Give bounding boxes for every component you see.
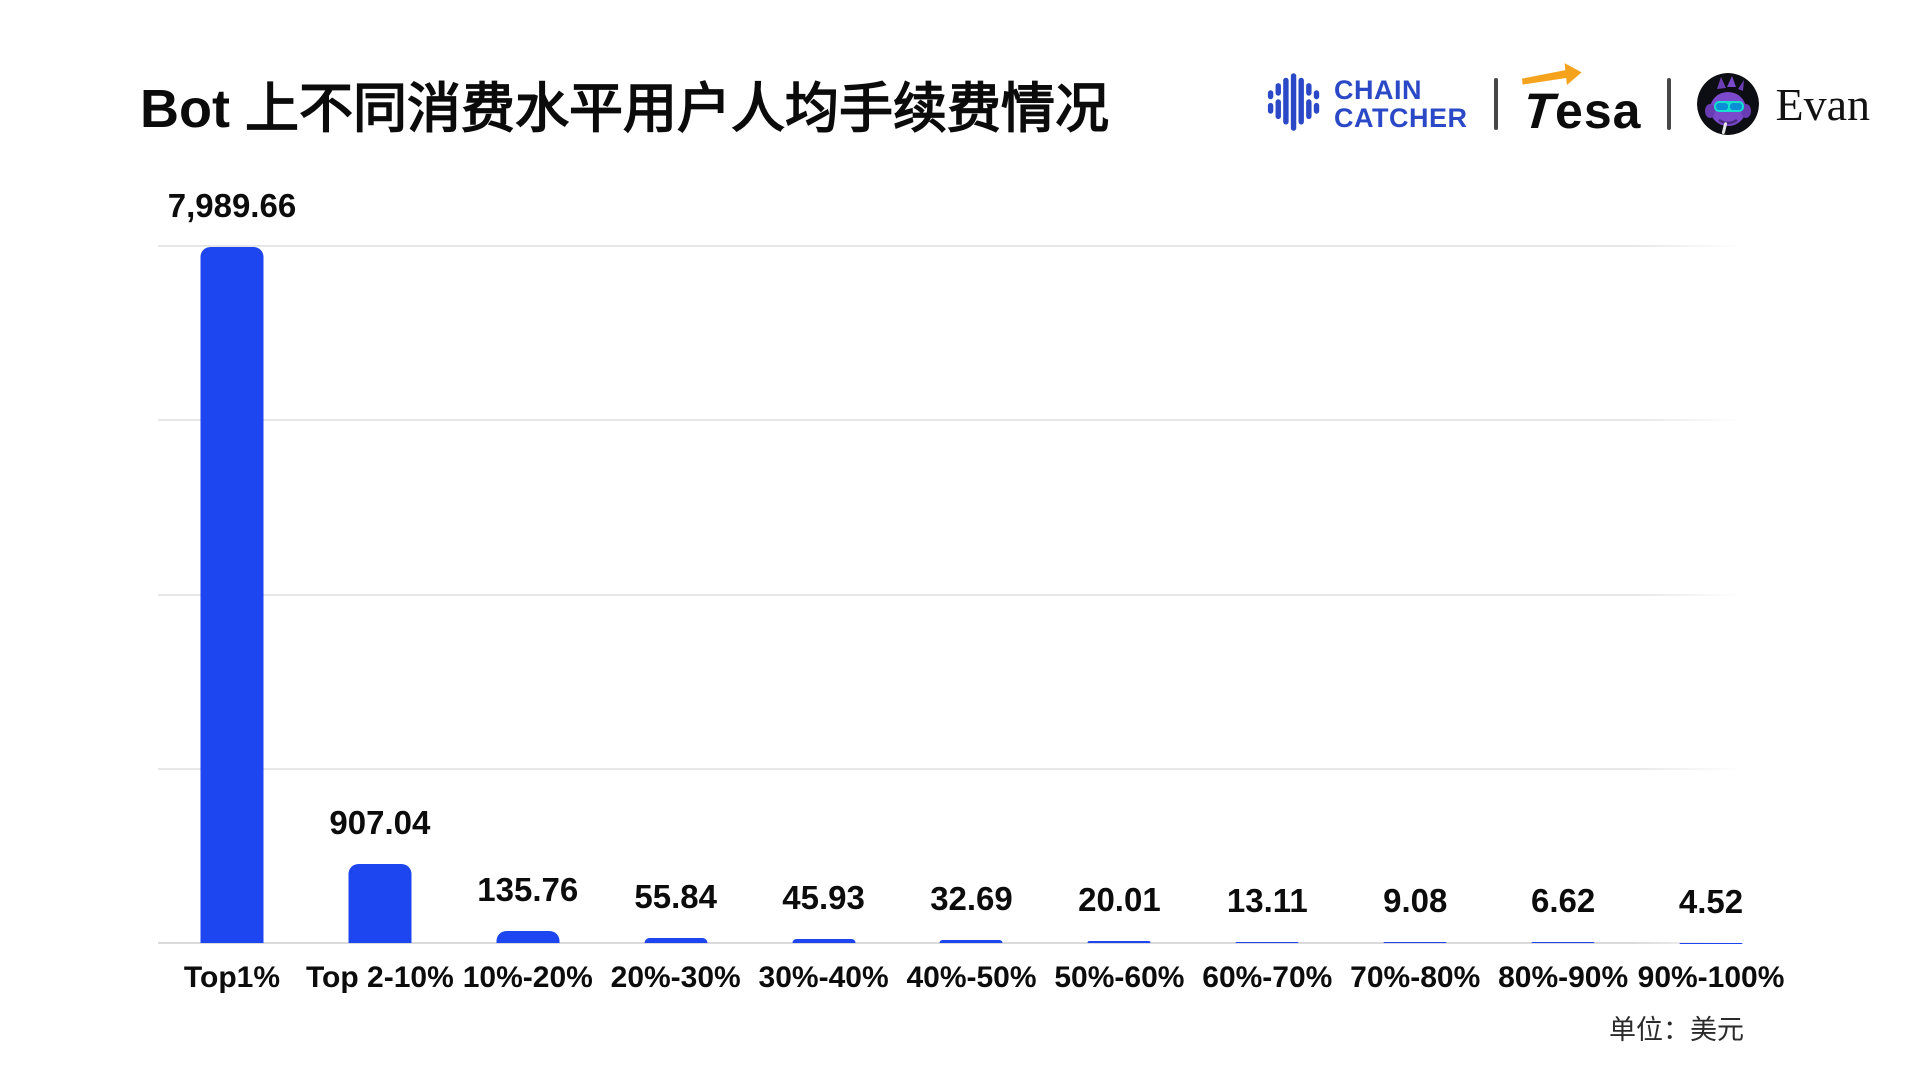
gridline — [158, 767, 1742, 770]
bar — [1531, 942, 1595, 943]
evan-name: Evan — [1775, 78, 1870, 130]
bar-value-label: 45.93 — [782, 879, 865, 916]
bar-value-label: 9.08 — [1383, 882, 1448, 920]
chaincatcher-line2: CATCHER — [1334, 103, 1468, 133]
tesa-letters-rest: esa — [1555, 83, 1642, 139]
bar-value-label: 32.69 — [930, 880, 1013, 918]
bar-value-label: 13.11 — [1226, 881, 1308, 919]
bar-category-label: 30%-40% — [758, 961, 889, 994]
gridline — [158, 593, 1742, 596]
chaincatcher-logo-text: CHAIN CATCHER — [1334, 74, 1468, 133]
bar — [1235, 941, 1299, 943]
bar — [939, 940, 1003, 943]
bar — [348, 863, 412, 943]
bar-category-label: Top1% — [183, 961, 281, 994]
bar-group: 55.84 20%-30% — [602, 246, 750, 994]
bar-category-label: 90%-100% — [1637, 961, 1785, 994]
bar — [644, 938, 708, 943]
bar-group: 907.04 Top 2-10% — [306, 246, 454, 994]
bar-group: 32.69 40%-50% — [898, 246, 1046, 994]
gridline — [158, 419, 1742, 422]
chaincatcher-line1: CHAIN — [1334, 74, 1422, 105]
bar — [496, 931, 560, 943]
bar — [792, 939, 856, 943]
gridline — [158, 245, 1742, 247]
bar-category-label: 10%-20% — [462, 961, 593, 994]
bar-group: 9.08 70%-80% — [1341, 246, 1489, 994]
bar-category-label: 40%-50% — [906, 961, 1037, 994]
tesa-arrow-icon — [1520, 62, 1594, 97]
bar-group: 20.01 50%-60% — [1045, 246, 1193, 994]
bar-group: 4.52 90%-100% — [1637, 246, 1785, 994]
bar-category-label: 80%-90% — [1498, 961, 1629, 994]
header-divider — [1493, 78, 1498, 130]
evan-badge: Evan — [1697, 73, 1870, 135]
header-divider — [1667, 78, 1672, 130]
page-title: Bot 上不同消费水平用户人均手续费情况 — [140, 79, 1109, 139]
chaincatcher-logo-icon — [1267, 71, 1321, 138]
x-axis-baseline — [158, 942, 1742, 944]
tesa-logo: T esa — [1515, 63, 1642, 139]
chart-plot-area: 7,989.66 Top1% 907.04 Top 2-10% 135.76 10%-20… — [158, 187, 1785, 994]
chaincatcher-logo: CHAIN CATCHER — [1267, 71, 1468, 138]
bar-value-label: 907.04 — [329, 803, 431, 841]
bar-group: 135.76 10%-20% — [454, 246, 602, 994]
bar-group: 13.11 60%-70% — [1193, 246, 1341, 994]
evan-avatar — [1697, 73, 1760, 135]
bar-value-label: 6.62 — [1530, 882, 1596, 920]
bar-value-label: 20.01 — [1078, 881, 1161, 919]
bar-value-label: 7,989.66 — [167, 186, 297, 224]
unit-note: 单位：美元 — [1609, 1015, 1744, 1045]
bar-category-label: 20%-30% — [610, 961, 741, 994]
bar-value-label: 4.52 — [1678, 882, 1744, 920]
tesa-logo-text: T esa — [1515, 83, 1642, 139]
bar-category-label: 50%-60% — [1054, 961, 1185, 994]
header-logos: CHAIN CATCHER T esa — [1267, 54, 1870, 154]
bar — [200, 246, 264, 943]
bar-value-label: 135.76 — [477, 871, 579, 909]
bar-category-label: 60%-70% — [1202, 961, 1333, 994]
bar-value-label: 55.84 — [634, 878, 717, 916]
bar-group: 7,989.66 Top1% — [158, 187, 306, 994]
bar — [1383, 942, 1447, 943]
bar-category-label: Top 2-10% — [305, 961, 454, 994]
bar — [1087, 941, 1151, 943]
bar-category-label: 70%-80% — [1350, 961, 1481, 994]
bar-group: 6.62 80%-90% — [1489, 246, 1637, 994]
bar-group: 45.93 30%-40% — [750, 246, 898, 994]
bars-row: 7,989.66 Top1% 907.04 Top 2-10% 135.76 10%-20… — [158, 187, 1785, 994]
